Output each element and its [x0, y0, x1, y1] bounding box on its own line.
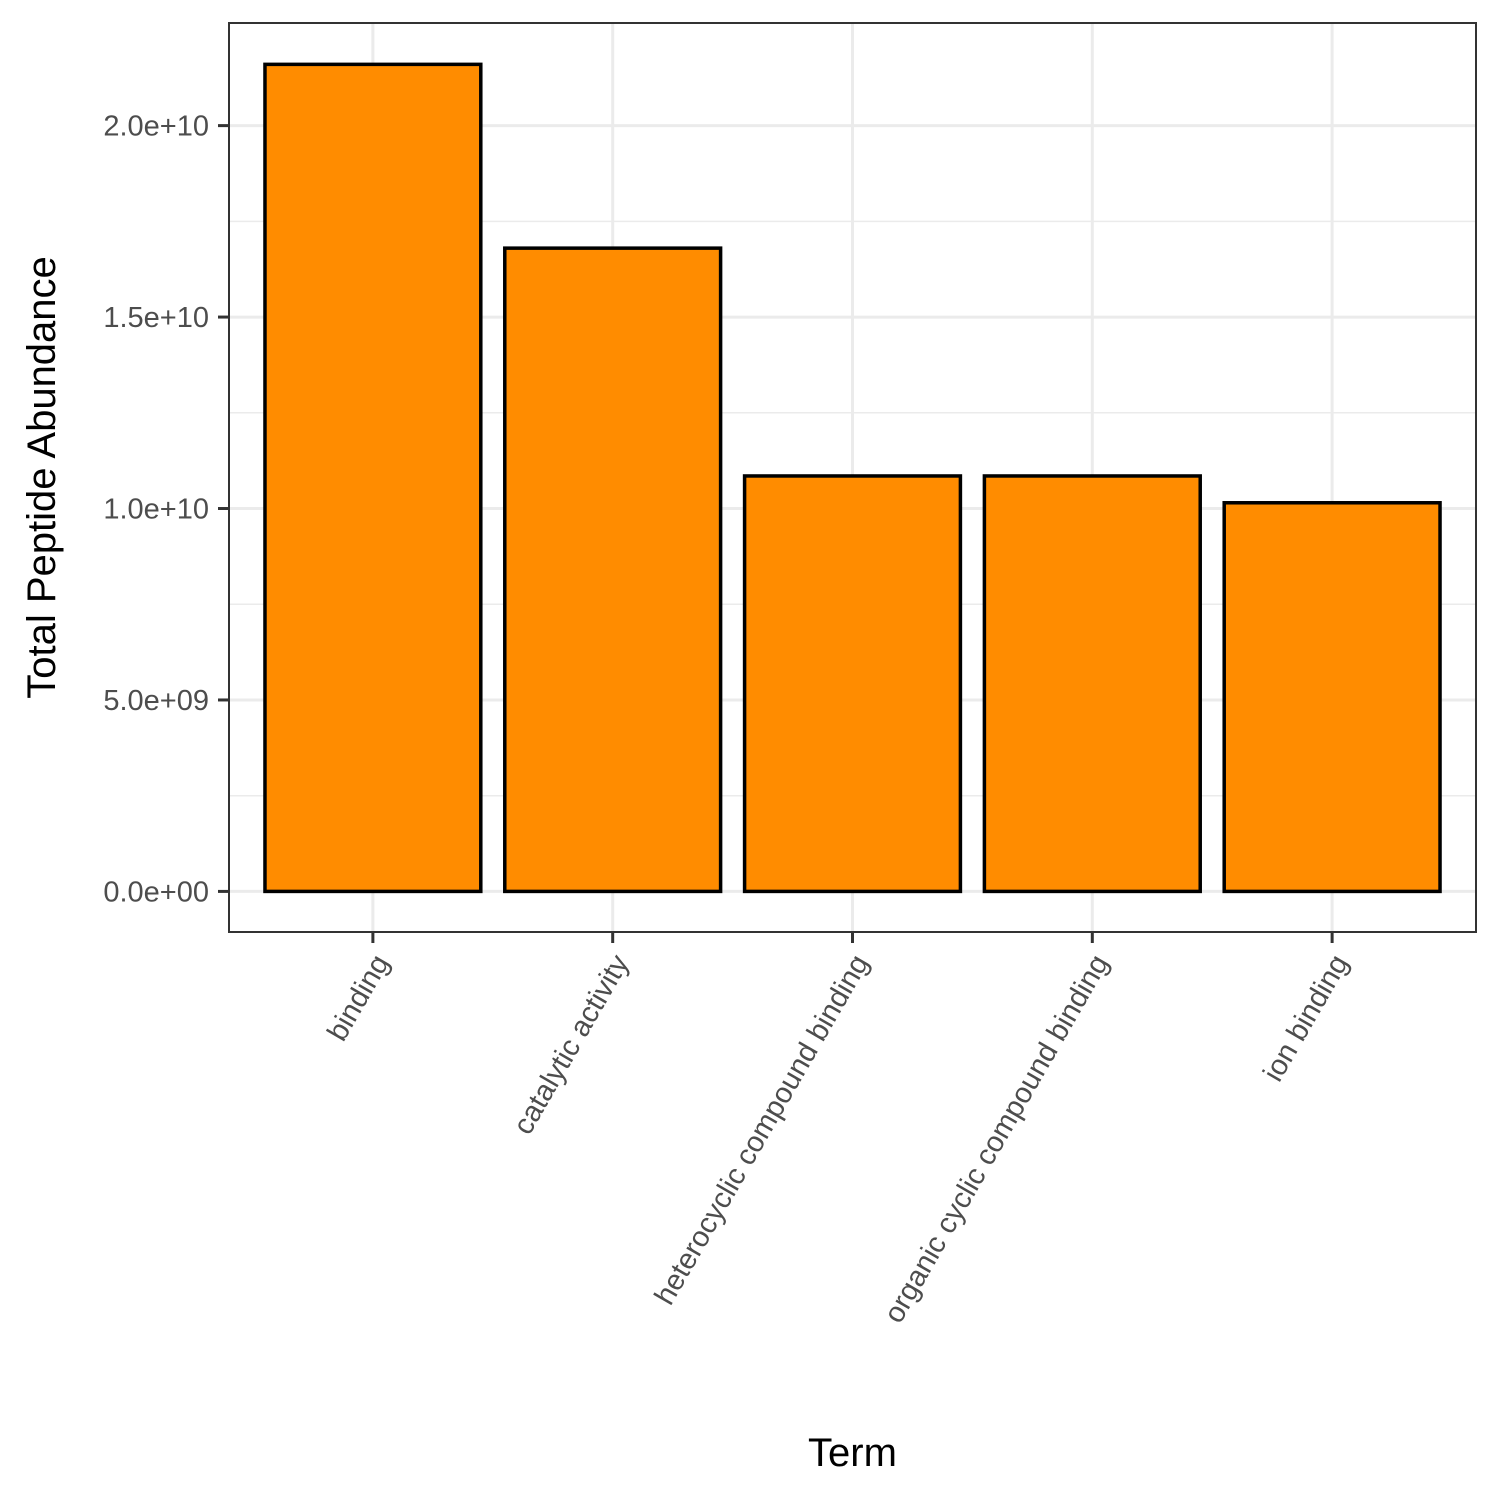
- bars: [263, 62, 1442, 894]
- y-tick-label: 1.5e+10: [103, 302, 209, 334]
- bar: [503, 246, 723, 894]
- bar: [263, 62, 483, 894]
- bar: [742, 474, 963, 894]
- bar: [982, 474, 1202, 894]
- x-axis-title: Term: [808, 1431, 897, 1475]
- y-tick-label: 0.0e+00: [103, 876, 209, 908]
- y-tick-label: 1.0e+10: [103, 494, 209, 526]
- y-axis-ticks: 0.0e+00 5.0e+09 1.0e+10 1.5e+10 2.0e+10: [103, 111, 229, 908]
- y-tick-label: 2.0e+10: [103, 111, 209, 143]
- y-axis-title: Total Peptide Abundance: [20, 256, 64, 699]
- bar: [1222, 501, 1442, 894]
- y-tick-label: 5.0e+09: [103, 685, 209, 717]
